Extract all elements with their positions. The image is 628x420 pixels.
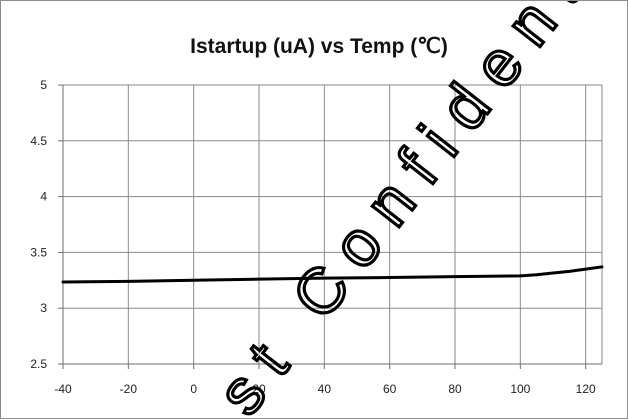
- y-tick-label: 3: [40, 301, 47, 315]
- x-tick-label: 60: [383, 382, 397, 396]
- grid-layer: [62, 84, 603, 365]
- y-tick-label: 2.5: [30, 357, 47, 371]
- x-tick-label: 20: [252, 382, 266, 396]
- axis-layer: 2.5 3 3.5 4 4.5 5 -40 -20 0 20 40 60 80 100 120: [30, 78, 602, 396]
- y-tick-label: 5: [40, 78, 47, 92]
- x-tick-label: -20: [120, 382, 138, 396]
- x-tick-label: 120: [576, 382, 596, 396]
- x-tick-label: 100: [510, 382, 530, 396]
- x-tick-label: 0: [190, 382, 197, 396]
- watermark: st Confident: [203, 1, 603, 420]
- x-tick-label: -40: [54, 382, 72, 396]
- chart-title: Istartup (uA) vs Temp (℃): [190, 35, 448, 58]
- y-tick-label: 3.5: [30, 245, 47, 259]
- y-tick-label: 4: [40, 190, 47, 204]
- series-layer: [61, 265, 604, 284]
- series-line: [61, 265, 604, 284]
- x-tick-label: 40: [318, 382, 332, 396]
- y-tick-label: 4.5: [30, 134, 47, 148]
- x-tick-label: 80: [448, 382, 462, 396]
